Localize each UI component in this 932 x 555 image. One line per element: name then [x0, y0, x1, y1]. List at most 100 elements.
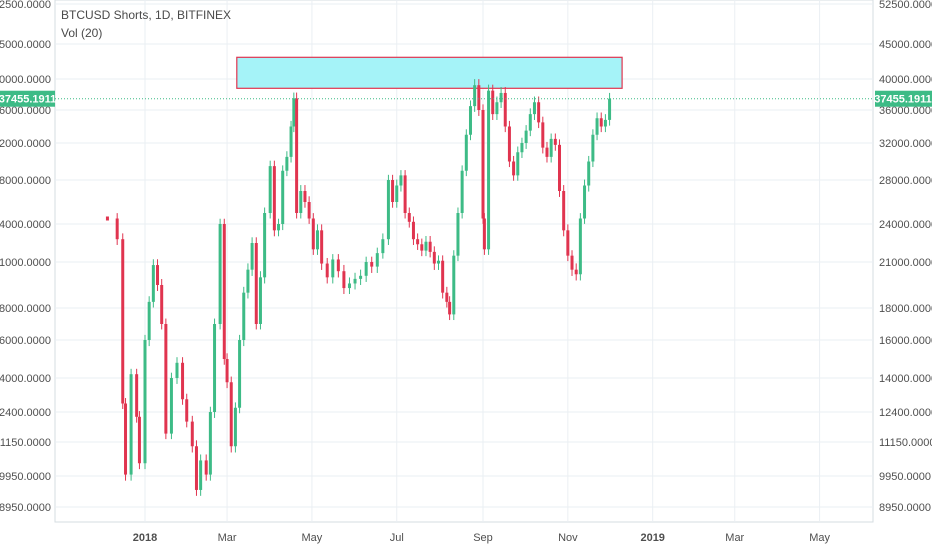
candle-body [315, 230, 319, 250]
zone-layer [236, 56, 623, 89]
y-tick-label-left: 21000.0000 [0, 257, 51, 269]
y-tick-label-left: 36000.0000 [0, 105, 51, 117]
candle-body [254, 243, 258, 324]
candle-body [441, 260, 445, 293]
candle-body [473, 85, 477, 107]
resistance-zone [236, 56, 623, 89]
candle-body [503, 92, 507, 127]
x-tick-label: Nov [558, 532, 578, 544]
candle-body [160, 285, 164, 324]
y-tick-label-right: 18000.0000 [879, 303, 932, 315]
y-tick-label-left: 45000.0000 [0, 39, 51, 51]
candle-body [587, 161, 591, 186]
candle-body [452, 255, 456, 315]
candle-body [336, 259, 340, 272]
candle-body [520, 143, 524, 153]
candle-body [105, 216, 109, 221]
y-tick-label-left: 16000.0000 [0, 335, 51, 347]
candle-body [491, 90, 495, 115]
y-tick-label-left: 8950.0000 [0, 502, 51, 514]
candle-body [121, 239, 125, 404]
candle-body [403, 175, 407, 213]
candle-body [331, 259, 335, 278]
x-tick-label: Jul [390, 532, 404, 544]
candle-body [566, 230, 570, 256]
candle-body [532, 102, 536, 115]
candle-body [482, 218, 486, 250]
candle-body [164, 324, 168, 434]
candle-body [242, 292, 246, 340]
candle-body [342, 271, 346, 289]
candle-body [277, 224, 281, 231]
candle-body [386, 180, 390, 240]
candle-body [289, 126, 293, 157]
y-tick-label-left: 52500.0000 [0, 0, 51, 11]
y-tick-label-left: 40000.0000 [0, 74, 51, 86]
candle-body [591, 134, 595, 162]
candle-body [233, 407, 237, 447]
y-tick-label-left: 12400.0000 [0, 407, 51, 419]
y-tick-label-right: 16000.0000 [879, 335, 932, 347]
current-price-badge-right [875, 90, 932, 107]
volume-indicator-label: Vol (20) [61, 26, 103, 40]
y-tick-label-right: 21000.0000 [879, 257, 932, 269]
x-tick-label: 2019 [640, 532, 664, 544]
y-tick-label-right: 14000.0000 [879, 373, 932, 385]
candle-body [258, 277, 262, 324]
candle-body [353, 278, 357, 284]
candle-body [481, 110, 485, 219]
candle-body [428, 241, 432, 252]
candle-body [292, 98, 296, 127]
grid-layer [54, 0, 874, 523]
candle-body [448, 301, 452, 315]
candle-body [225, 359, 229, 383]
candle-body [553, 138, 557, 145]
candle-body [204, 460, 208, 475]
candle-body [432, 251, 436, 264]
candle-body [194, 446, 198, 490]
y-tick-label-right: 45000.0000 [879, 39, 932, 51]
candle-body [263, 213, 267, 278]
y-tick-label-right: 11150.0000 [879, 437, 932, 449]
candle-body [562, 191, 566, 231]
candle-body [499, 92, 503, 103]
candle-body [303, 191, 307, 202]
candle-body [208, 412, 212, 475]
candle-body [603, 119, 607, 127]
y-tick-label-right: 9950.0000 [879, 471, 931, 483]
candle-body [285, 156, 289, 171]
candle-body [268, 166, 272, 213]
candle-body [468, 106, 472, 135]
candle-body [545, 147, 549, 157]
candle-body [115, 218, 119, 240]
y-tick-label-right: 28000.0000 [879, 175, 932, 187]
candle-body [307, 202, 311, 219]
candle-body [578, 218, 582, 275]
candle-body [558, 144, 562, 191]
candle-body [169, 378, 173, 434]
candle-body [238, 340, 242, 408]
current-price-label-left: 37455.1911 [0, 94, 56, 106]
candle-body [151, 265, 155, 302]
x-tick-label: Sep [473, 532, 493, 544]
candle-body [595, 118, 599, 135]
current-price-badge-left [0, 90, 55, 107]
chart-title: BTCUSD Shorts, 1D, BITFINEX [61, 8, 232, 22]
y-tick-label-left: 11150.0000 [0, 437, 51, 449]
candle-body [311, 218, 315, 250]
candle-body [399, 175, 403, 186]
candle-body [137, 416, 141, 464]
y-tick-label-right: 40000.0000 [879, 74, 932, 86]
candle-body [181, 362, 185, 400]
x-tick-label: Mar [725, 532, 744, 544]
candle-body [250, 243, 254, 270]
candle-body [391, 180, 395, 202]
candle-body [524, 130, 528, 143]
candle-body [375, 253, 379, 267]
candle-body [420, 244, 424, 251]
candle-body [246, 269, 250, 293]
x-tick-label: 2018 [133, 532, 157, 544]
